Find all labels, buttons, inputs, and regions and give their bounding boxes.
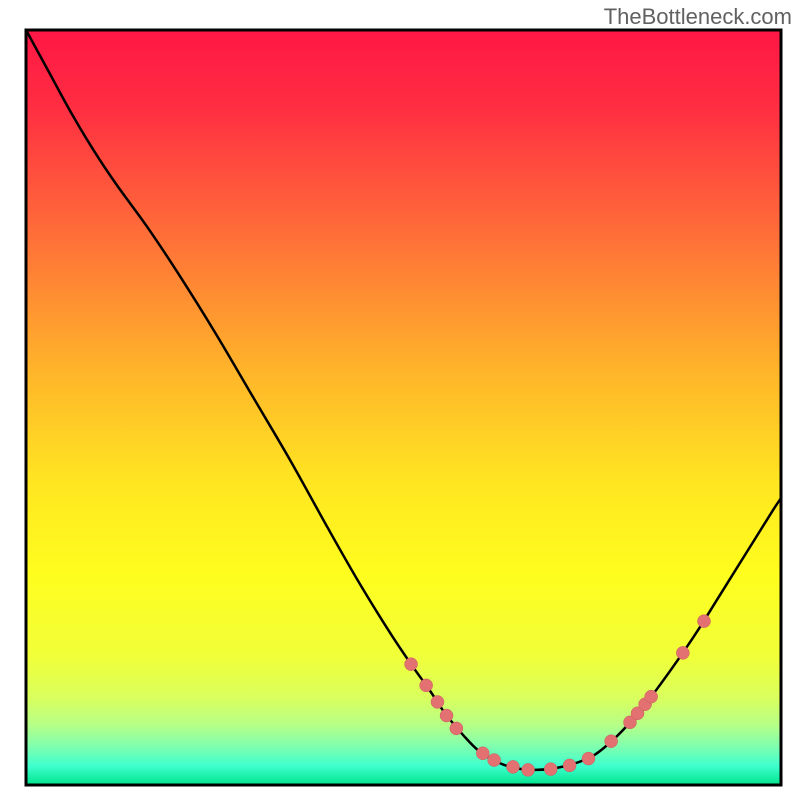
chart-container: TheBottleneck.com xyxy=(0,0,800,800)
data-marker xyxy=(563,759,576,772)
data-marker xyxy=(420,679,433,692)
data-marker xyxy=(605,735,618,748)
data-marker xyxy=(582,752,595,765)
data-marker xyxy=(405,658,418,671)
watermark-text: TheBottleneck.com xyxy=(604,4,792,30)
data-marker xyxy=(440,709,453,722)
data-marker xyxy=(697,615,710,628)
data-marker xyxy=(450,722,463,735)
data-marker xyxy=(522,763,535,776)
gradient-background xyxy=(26,30,781,785)
data-marker xyxy=(506,760,519,773)
data-marker xyxy=(645,690,658,703)
data-marker xyxy=(676,646,689,659)
data-marker xyxy=(476,747,489,760)
data-marker xyxy=(488,754,501,767)
data-marker xyxy=(431,695,444,708)
bottleneck-chart xyxy=(0,0,800,800)
data-marker xyxy=(544,763,557,776)
